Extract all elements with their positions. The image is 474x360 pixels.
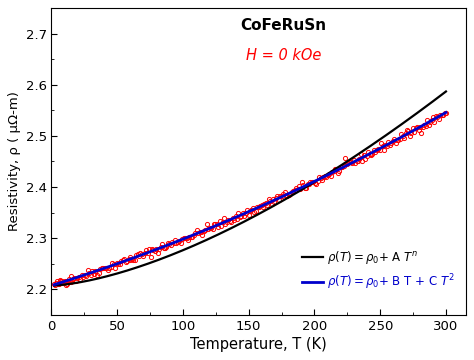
- Text: CoFeRuSn: CoFeRuSn: [240, 18, 327, 32]
- Legend: $\rho(T) = \rho_0$+ A $T^n$, $\rho(T) = \rho_0$+ B T + C $T^2$: $\rho(T) = \rho_0$+ A $T^n$, $\rho(T) = …: [297, 244, 460, 297]
- X-axis label: Temperature, T (K): Temperature, T (K): [190, 337, 327, 352]
- Y-axis label: Resistivity, ρ ( μΩ-m): Resistivity, ρ ( μΩ-m): [9, 91, 21, 231]
- Text: H = 0 kOe: H = 0 kOe: [246, 48, 321, 63]
